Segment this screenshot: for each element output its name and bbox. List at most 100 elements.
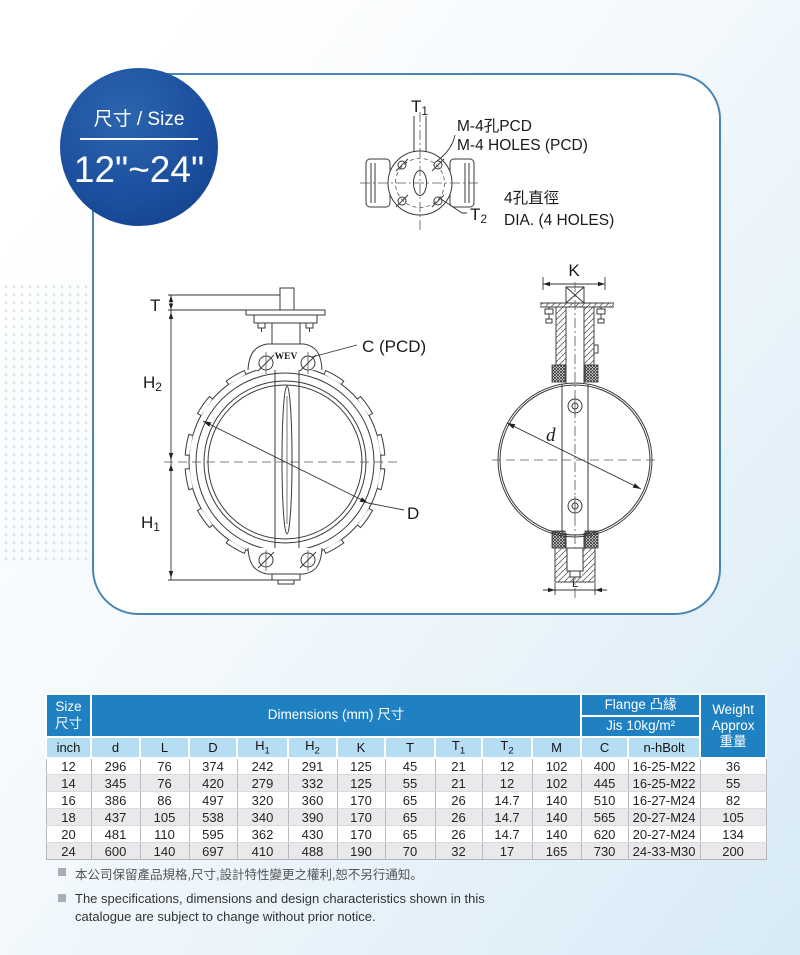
dia-note-en: DIA. (4 HOLES) [504, 212, 614, 229]
table-cell: 497 [189, 791, 238, 810]
table-cell: 170 [337, 808, 386, 827]
table-cell: 36 [700, 757, 767, 776]
table-cell: 481 [91, 825, 141, 844]
front-view-drawing: WEV T H2 H1 C (PCD) D [141, 287, 426, 585]
col-header-T2: T2 [481, 736, 533, 759]
table-cell: 86 [140, 791, 190, 810]
holes-note-zh: M-4孔PCD [457, 117, 532, 135]
table-cell: 510 [581, 791, 629, 810]
table-cell: 110 [140, 825, 190, 844]
size-badge-label: 尺寸 / Size [79, 104, 199, 140]
table-cell: 24-33-M30 [628, 842, 701, 861]
header-size: Size 尺寸 [45, 693, 92, 738]
table-cell: 190 [337, 842, 386, 861]
table-cell: 14.7 [482, 825, 533, 844]
t-label: T [150, 296, 160, 315]
table-cell: 105 [700, 808, 767, 827]
table-cell: 697 [189, 842, 238, 861]
table-cell: 125 [337, 757, 386, 776]
col-header-H2: H2 [287, 736, 338, 759]
square-bullet-icon [58, 894, 66, 902]
table-cell: 26 [435, 808, 483, 827]
table-cell: 140 [532, 808, 582, 827]
table-cell: 16 [45, 791, 92, 810]
table-cell: 332 [288, 774, 338, 793]
table-cell: 102 [532, 774, 582, 793]
table-cell: 170 [337, 825, 386, 844]
table-cell: 16-27-M24 [628, 791, 701, 810]
table-cell: 291 [288, 757, 338, 776]
d-small-label: d [546, 425, 556, 446]
table-cell: 386 [91, 791, 141, 810]
footnote-en-row: The specifications, dimensions and desig… [58, 890, 738, 925]
table-cell: 55 [385, 774, 436, 793]
table-cell: 12 [45, 757, 92, 776]
table-cell: 65 [385, 791, 436, 810]
header-jis: Jis 10kg/m² [580, 715, 702, 738]
table-cell: 82 [700, 791, 767, 810]
table-cell: 18 [45, 808, 92, 827]
table-cell: 21 [435, 774, 483, 793]
table-cell: 20 [45, 825, 92, 844]
col-header-T1: T1 [434, 736, 483, 759]
table-cell: 170 [337, 791, 386, 810]
footnote-zh: 本公司保留產品規格,尺寸,設計特性變更之權利,恕不另行通知。 [75, 868, 423, 882]
flange-holes [395, 158, 445, 208]
table-cell: 26 [435, 825, 483, 844]
table-cell: 76 [140, 774, 190, 793]
table-cell: 390 [288, 808, 338, 827]
table-cell: 620 [581, 825, 629, 844]
table-cell: 65 [385, 808, 436, 827]
table-cell: 320 [237, 791, 289, 810]
holes-note-en: M-4 HOLES (PCD) [457, 137, 588, 154]
table-row: 18 437 105 538 340 390 170 65 26 14.7 140 565 20-27-… [45, 808, 767, 827]
header-weight-zh: 重量 [719, 733, 747, 749]
table-row: 16 386 86 497 320 360 170 65 26 14.7 140 510 16-27-M… [45, 791, 767, 810]
h1-label: H1 [141, 513, 160, 534]
table-cell: 445 [581, 774, 629, 793]
halftone-dot-pattern [2, 283, 88, 565]
table-cell: 134 [700, 825, 767, 844]
table-cell: 16-25-M22 [628, 757, 701, 776]
footnote-en: The specifications, dimensions and desig… [75, 891, 485, 924]
h2-label: H2 [143, 373, 162, 394]
dimensions-table: Size 尺寸 Dimensions (mm) 尺寸 Flange 凸緣 Wei… [45, 693, 768, 861]
footnotes: 本公司保留產品規格,尺寸,設計特性變更之權利,恕不另行通知。 The speci… [58, 864, 738, 932]
table-cell: 55 [700, 774, 767, 793]
header-weight: Weight Approx 重量 [699, 693, 768, 759]
header-dimensions: Dimensions (mm) 尺寸 [89, 693, 583, 738]
table-row: 14 345 76 420 279 332 125 55 21 12 102 445 16-25-M22… [45, 774, 767, 793]
header-size-zh: 尺寸 [55, 715, 82, 731]
size-badge-range: 12"~24" [73, 148, 205, 190]
table-cell: 538 [189, 808, 238, 827]
table-cell: 345 [91, 774, 141, 793]
table-cell: 410 [237, 842, 289, 861]
table-cell: 595 [189, 825, 238, 844]
table-cell: 242 [237, 757, 289, 776]
table-cell: 45 [385, 757, 436, 776]
table-cell: 14.7 [482, 791, 533, 810]
table-cell: 420 [189, 774, 238, 793]
col-header-C: C [580, 736, 630, 759]
col-header-H1: H1 [236, 736, 289, 759]
table-cell: 400 [581, 757, 629, 776]
l-label: L [572, 578, 578, 590]
table-cell: 17 [482, 842, 533, 861]
table-cell: 140 [532, 791, 582, 810]
header-weight-en2: Approx [711, 717, 755, 733]
table-cell: 430 [288, 825, 338, 844]
table-cell: 20-27-M24 [628, 825, 701, 844]
table-cell: 24 [45, 842, 92, 861]
table-cell: 488 [288, 842, 338, 861]
table-cell: 437 [91, 808, 141, 827]
table-cell: 140 [140, 842, 190, 861]
table-cell: 600 [91, 842, 141, 861]
col-header-T: T [384, 736, 436, 759]
header-weight-en1: Weight [712, 701, 754, 717]
table-cell: 362 [237, 825, 289, 844]
table-cell: 14 [45, 774, 92, 793]
table-cell: 76 [140, 757, 190, 776]
table-cell: 32 [435, 842, 483, 861]
